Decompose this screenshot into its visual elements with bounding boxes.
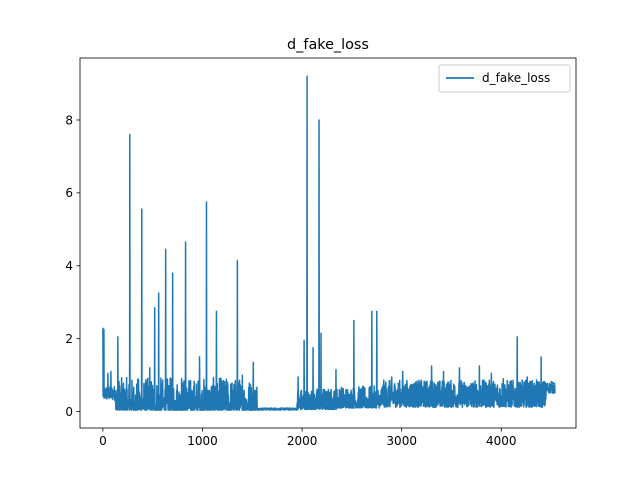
series-line-d-fake-loss bbox=[102, 75, 556, 411]
plot-frame bbox=[79, 57, 577, 429]
x-tick-label: 0 bbox=[99, 434, 107, 448]
y-tick-label: 4 bbox=[65, 259, 73, 273]
y-tick-label: 6 bbox=[65, 186, 73, 200]
x-tick-label: 3000 bbox=[386, 434, 417, 448]
y-tick-label: 8 bbox=[65, 113, 73, 127]
legend-box bbox=[438, 64, 571, 93]
legend-label: d_fake_loss bbox=[482, 71, 550, 85]
x-tick-label: 4000 bbox=[486, 434, 517, 448]
x-tick-label: 2000 bbox=[287, 434, 318, 448]
plot-area bbox=[79, 57, 577, 429]
y-tick-label: 0 bbox=[65, 405, 73, 419]
x-axis: 0 1000 2000 3000 4000 bbox=[99, 428, 517, 448]
legend: d_fake_loss bbox=[438, 64, 571, 93]
chart-title: d_fake_loss bbox=[287, 37, 369, 53]
y-axis: 0 2 4 6 8 bbox=[65, 113, 80, 419]
x-tick-label: 1000 bbox=[187, 434, 218, 448]
y-tick-label: 2 bbox=[65, 332, 73, 346]
series-layer bbox=[102, 75, 556, 411]
